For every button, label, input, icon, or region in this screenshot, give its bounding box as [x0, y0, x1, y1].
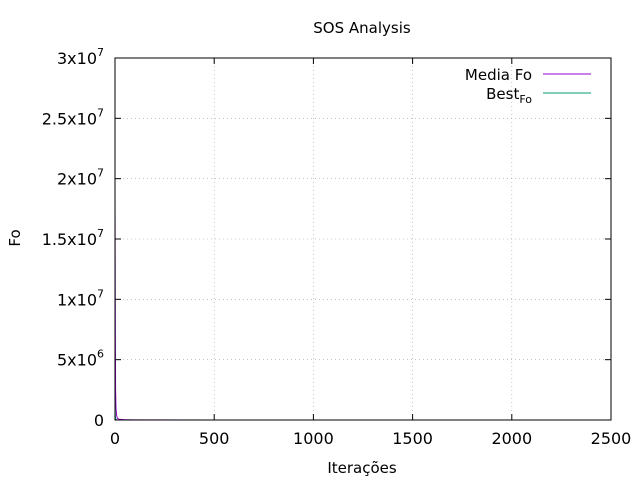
y-tick-label: 0: [94, 411, 104, 430]
y-tick-labels: 0 5x106 1x107 1.5x107 2x107 2.5x107 3x107: [42, 46, 104, 430]
y-tick-label: 1x107: [57, 287, 104, 309]
x-tick-label: 1000: [293, 429, 334, 448]
chart-title: SOS Analysis: [313, 19, 411, 37]
grid-lines: [115, 58, 611, 420]
legend-label-best: Best: [486, 85, 519, 103]
legend-label-media-fo: Media Fo: [465, 66, 532, 84]
y-tick-label: 2.5x107: [42, 106, 104, 128]
series-line-1: [114, 395, 592, 421]
x-tick-label: 2500: [591, 429, 632, 448]
x-tick-labels: 0 500 1000 1500 2000 2500: [110, 429, 631, 448]
x-tick-label: 2000: [491, 429, 532, 448]
legend-label-best-subscript: Fo: [519, 93, 532, 106]
x-tick-label: 0: [110, 429, 120, 448]
y-axis-label: Fo: [6, 229, 24, 246]
x-tick-label: 1500: [392, 429, 433, 448]
x-axis-label: Iterações: [327, 459, 397, 477]
legend: Media Fo BestFo: [465, 66, 591, 106]
axis-ticks: [114, 57, 612, 421]
y-tick-label: 3x107: [57, 46, 104, 68]
y-tick-label: 1.5x107: [42, 227, 104, 249]
y-tick-label: 5x106: [57, 348, 104, 370]
series-line-0: [114, 190, 592, 421]
series-layer: [114, 190, 592, 421]
x-tick-label: 500: [199, 429, 230, 448]
legend-label-best-fo: BestFo: [486, 85, 532, 106]
y-tick-label: 2x107: [57, 167, 104, 189]
